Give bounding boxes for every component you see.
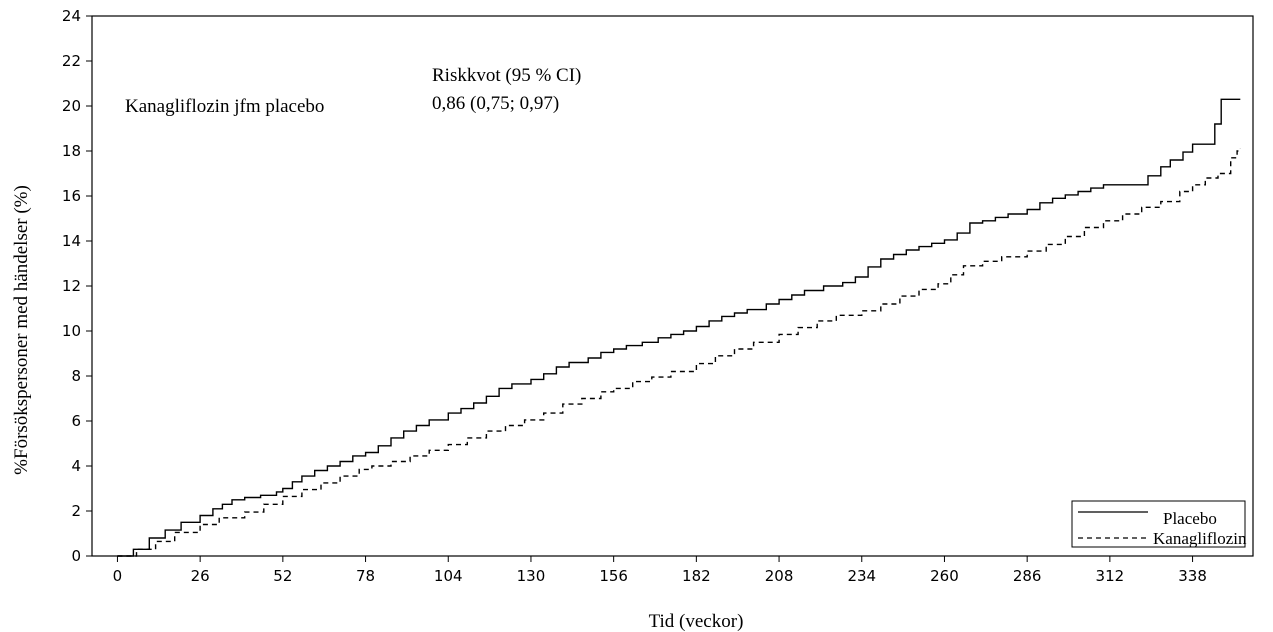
x-tick-label: 156 <box>599 567 628 585</box>
annotation-value: 0,86 (0,75; 0,97) <box>432 93 559 114</box>
legend-label-placebo: Placebo <box>1163 509 1217 528</box>
y-tick-label: 24 <box>62 7 81 25</box>
x-axis-title: Tid (veckor) <box>649 611 744 632</box>
x-axis: 0 26 52 78 104 130 156 182 208 234 260 286 312 338 <box>113 556 1207 585</box>
y-tick-label: 12 <box>62 277 81 295</box>
y-tick-label: 6 <box>71 412 81 430</box>
y-tick-label: 18 <box>62 142 81 160</box>
x-tick-label: 182 <box>682 567 711 585</box>
x-tick-label: 78 <box>356 567 375 585</box>
x-tick-label: 0 <box>113 567 123 585</box>
x-tick-label: 260 <box>930 567 959 585</box>
annotation-label: Kanagliflozin jfm placebo <box>125 96 324 117</box>
series-line-placebo <box>117 98 1241 557</box>
x-tick-label: 286 <box>1013 567 1042 585</box>
x-tick-label: 26 <box>191 567 210 585</box>
y-tick-label: 10 <box>62 322 81 340</box>
x-tick-label: 208 <box>765 567 794 585</box>
y-tick-label: 8 <box>71 367 81 385</box>
y-tick-label: 20 <box>62 97 81 115</box>
x-tick-label: 312 <box>1096 567 1125 585</box>
x-tick-label: 104 <box>434 567 463 585</box>
y-tick-label: 14 <box>62 232 81 250</box>
x-tick-label: 130 <box>517 567 546 585</box>
legend: Placebo Kanagliflozin <box>1071 500 1247 548</box>
annotation-header: Riskkvot (95 % CI) <box>432 65 581 86</box>
y-tick-label: 0 <box>71 547 81 565</box>
x-tick-label: 338 <box>1178 567 1207 585</box>
series-layer <box>117 98 1241 557</box>
y-tick-label: 22 <box>62 52 81 70</box>
y-tick-label: 2 <box>71 502 81 520</box>
y-tick-label: 16 <box>62 187 81 205</box>
x-tick-label: 234 <box>847 567 876 585</box>
legend-box <box>1071 500 1246 548</box>
plot-frame <box>91 15 1254 557</box>
y-tick-label: 4 <box>71 457 81 475</box>
series-line-kanagliflozin <box>117 148 1241 557</box>
x-tick-label: 52 <box>273 567 292 585</box>
y-axis-title: %Försökspersoner med händelser (%) <box>11 185 32 475</box>
legend-label-kanagliflozin: Kanagliflozin <box>1153 529 1247 548</box>
